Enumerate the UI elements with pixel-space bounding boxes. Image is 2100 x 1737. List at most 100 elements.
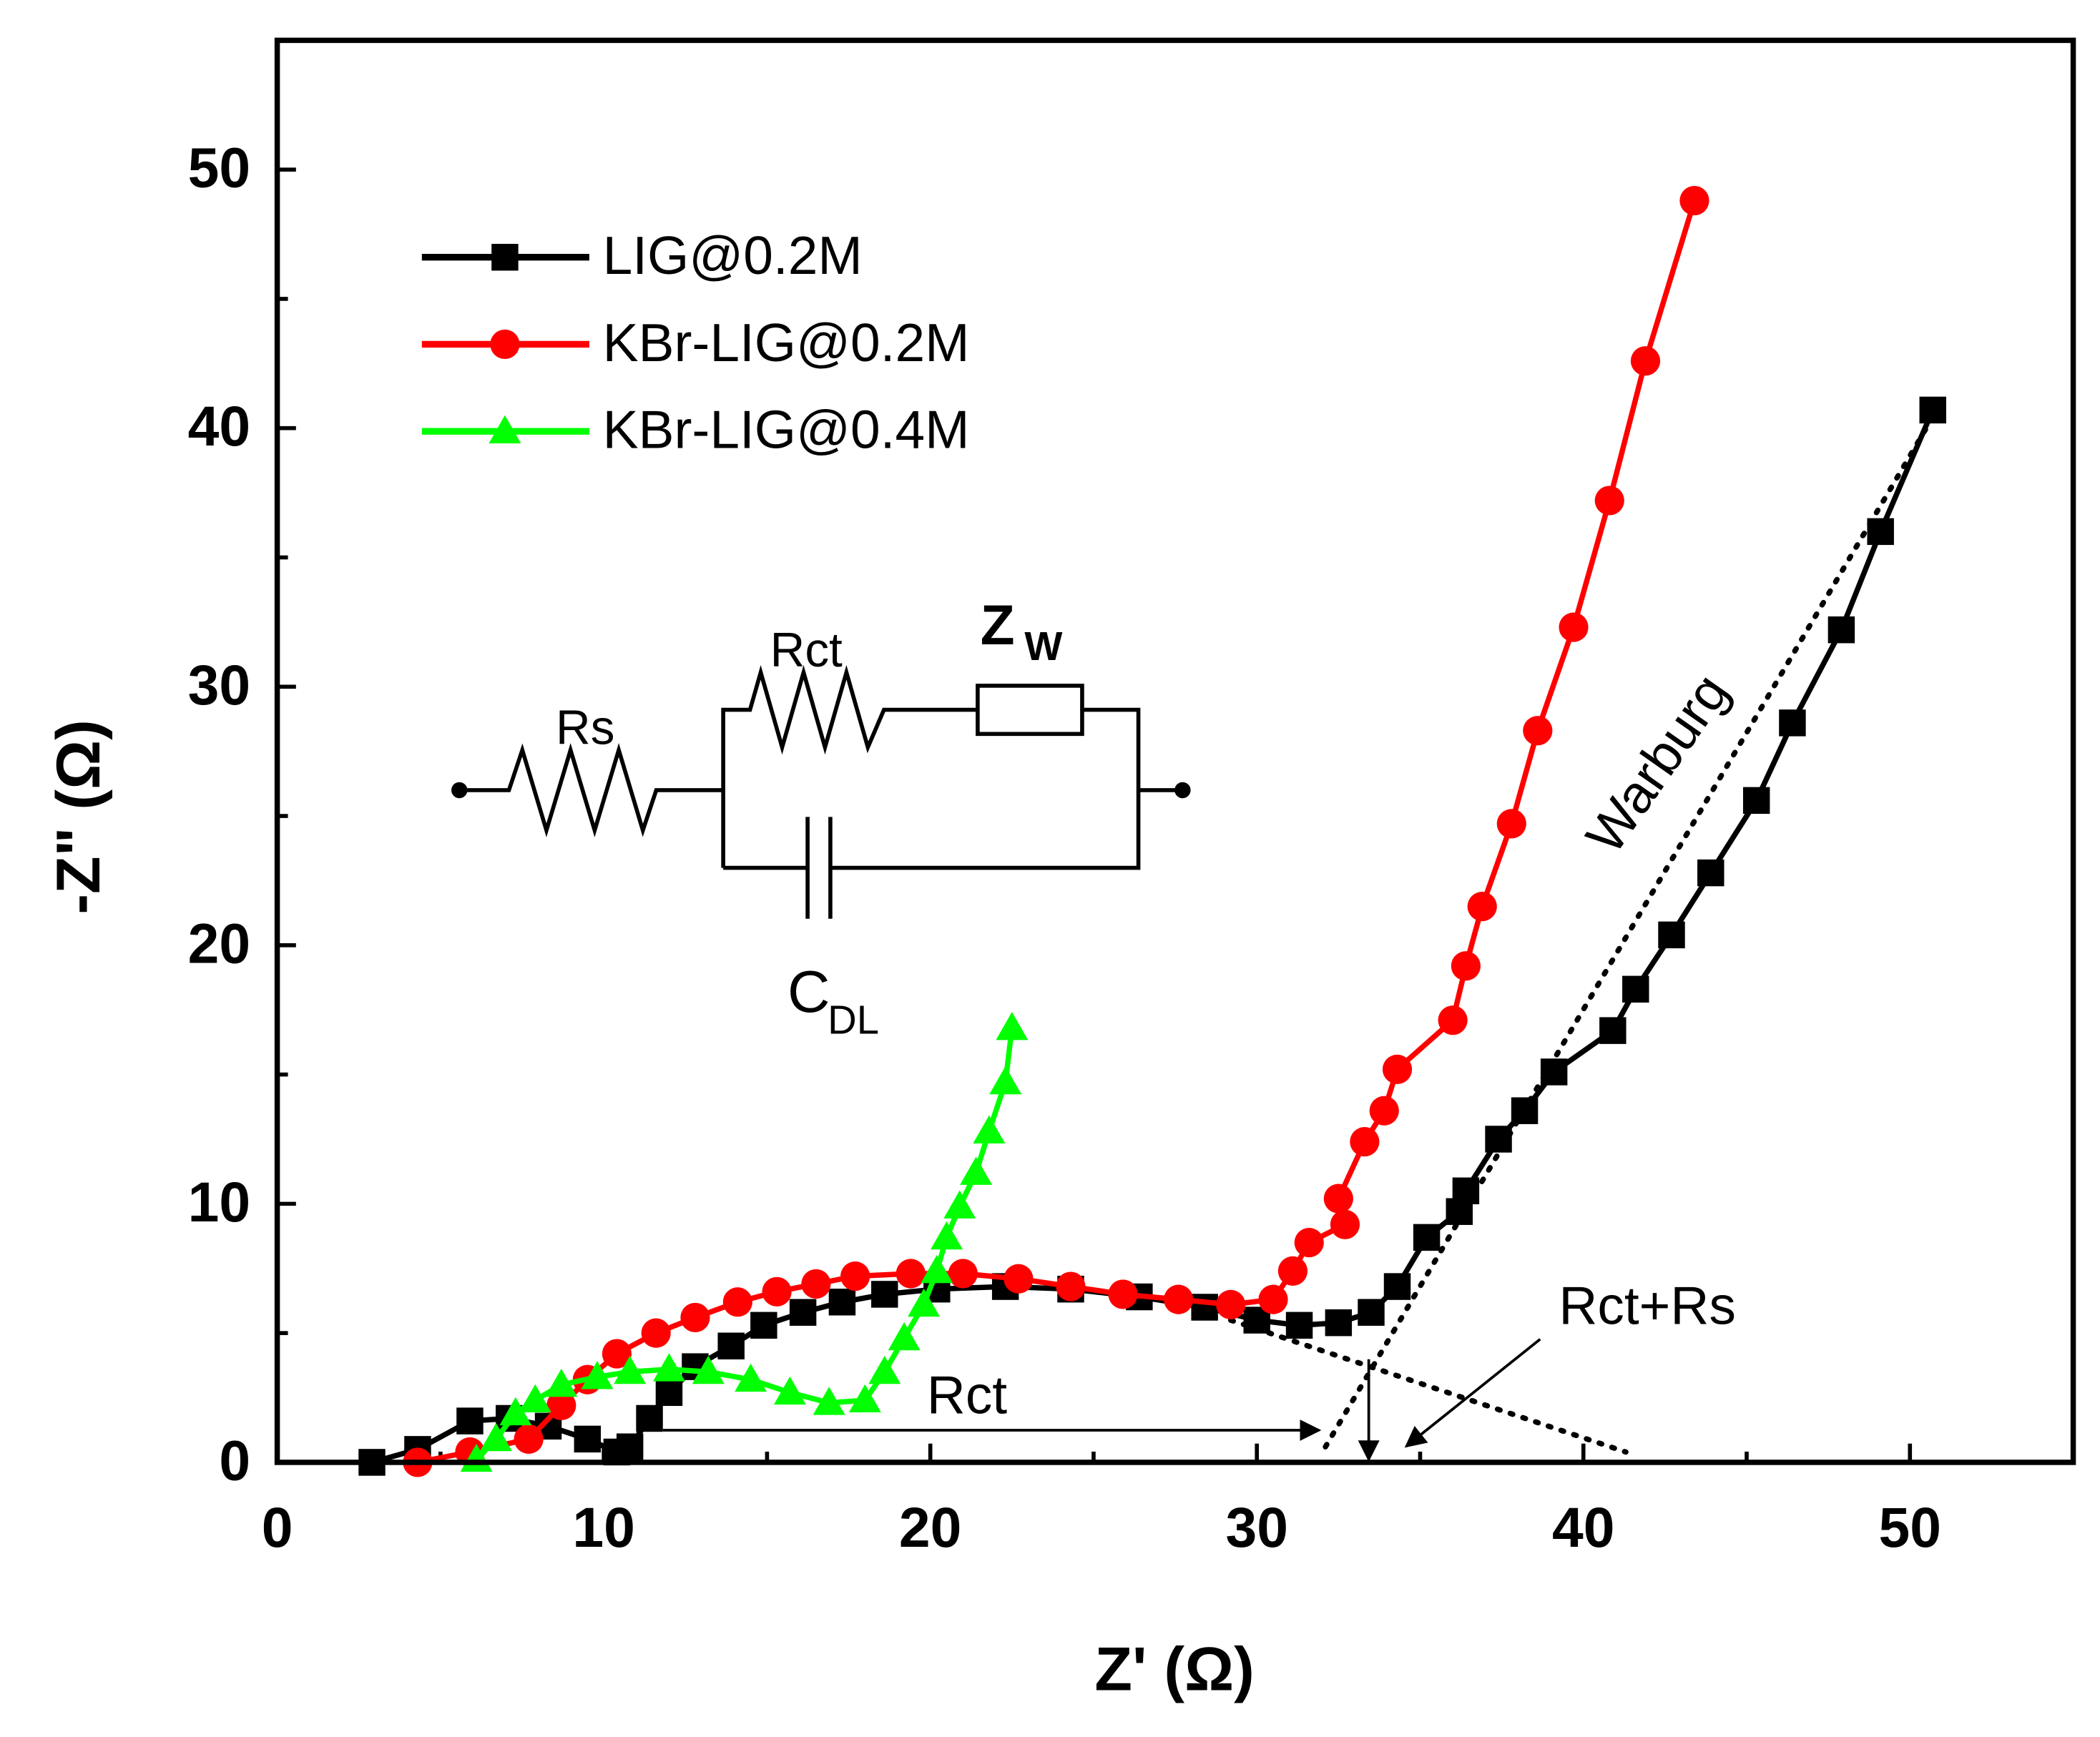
marker [1383,1273,1411,1300]
fit-line [1227,1317,1629,1455]
marker [680,1302,710,1333]
marker [848,1384,881,1413]
marker [546,1390,576,1420]
y-tick-label: 20 [188,912,250,975]
marker [489,415,521,443]
marker [614,1355,647,1384]
marker [1350,1127,1380,1157]
fit-line [1323,425,1929,1450]
marker [813,1387,845,1415]
y-axis-label: -Z" (Ω) [44,719,113,914]
circuit-label: Z [981,594,1015,656]
marker [1452,1177,1480,1205]
marker [480,1422,512,1452]
marker [519,1384,551,1413]
circuit-label: W [1024,624,1062,669]
marker [616,1433,644,1460]
y-tick-label: 40 [188,395,250,458]
marker [1108,1279,1138,1309]
marker [1919,396,1946,424]
wire [721,664,978,868]
marker [717,1332,745,1359]
x-tick-label: 30 [1225,1496,1287,1559]
marker [1056,1271,1086,1301]
marker [581,1361,614,1389]
marker [574,1425,602,1453]
y-tick-label: 0 [219,1429,250,1492]
marker [1285,1312,1313,1339]
marker [1697,859,1724,887]
marker [1369,1096,1399,1126]
marker [871,1281,898,1308]
marker [1330,1209,1360,1239]
marker [641,1318,671,1348]
marker [1467,891,1497,922]
marker [1191,1294,1218,1321]
circuit-label: Rct [770,624,843,677]
legend-text: LIG@0.2M [603,225,863,285]
marker [1216,1289,1246,1319]
arrow [1404,1338,1541,1448]
marker [973,1115,1006,1143]
marker [888,1322,921,1351]
marker [1277,1256,1308,1286]
marker [801,1269,831,1299]
x-tick-label: 40 [1552,1496,1614,1559]
marker [840,1261,870,1291]
marker [636,1404,663,1432]
warburg-element [976,684,1084,737]
wire [459,743,724,837]
marker [655,1379,683,1407]
circuit-label: C [788,959,830,1025]
marker [1867,518,1894,546]
marker [1622,975,1649,1003]
marker [499,1397,532,1426]
marker [931,1221,963,1250]
marker [789,1299,817,1326]
y-tick-label: 30 [188,654,250,717]
marker [1358,1299,1385,1326]
marker [1004,1264,1034,1294]
marker [722,1287,752,1317]
marker [490,329,520,360]
marker [948,1259,978,1289]
marker [1164,1284,1194,1314]
legend-text: KBr-LIG@0.4M [603,400,970,460]
marker [921,1254,953,1284]
y-tick-label: 10 [188,1171,250,1234]
marker [1413,1224,1441,1251]
marker [1294,1228,1324,1258]
marker [514,1424,544,1454]
marker [1599,1017,1626,1044]
marker [1451,951,1481,981]
annotation: Rct [927,1365,1008,1425]
marker [1325,1309,1353,1337]
marker [908,1288,941,1317]
circuit-label: Rs [556,701,614,754]
marker [996,1012,1029,1040]
legend-text: KBr-LIG@0.2M [603,313,970,373]
annotation: Rct+Rs [1559,1275,1736,1335]
x-axis-label: Z' (Ω) [1094,1635,1254,1704]
annotation: Warburg [1574,663,1740,864]
marker [602,1339,632,1369]
marker [652,1353,685,1382]
marker [1511,1097,1539,1124]
circuit-label: DL [828,998,879,1043]
marker [1827,616,1855,644]
marker [1742,787,1770,815]
marker [868,1355,901,1384]
marker [1559,612,1589,642]
marker [1382,1054,1413,1084]
marker [750,1312,777,1339]
marker [1679,185,1709,216]
marker [1658,921,1685,949]
marker [960,1156,993,1185]
marker [1540,1058,1568,1086]
marker [989,1066,1022,1095]
marker [773,1376,806,1405]
marker [1258,1284,1288,1314]
marker [828,1289,856,1316]
